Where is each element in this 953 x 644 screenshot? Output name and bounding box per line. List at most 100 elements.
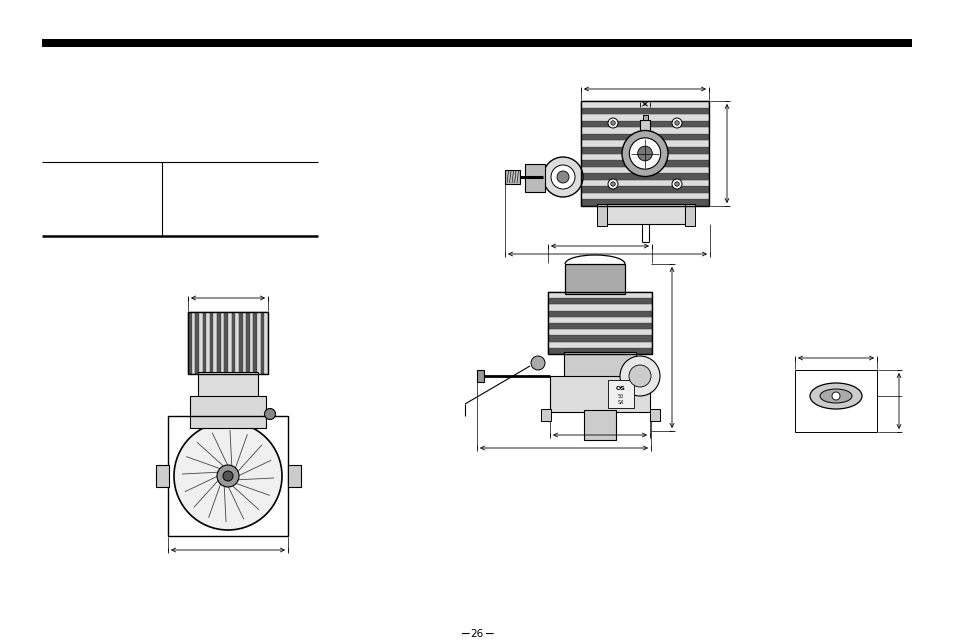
Bar bbox=[580, 180, 708, 186]
Bar bbox=[188, 312, 268, 374]
Bar bbox=[232, 312, 235, 374]
Bar bbox=[580, 108, 708, 114]
Bar bbox=[190, 396, 266, 428]
Bar bbox=[580, 101, 708, 206]
Ellipse shape bbox=[809, 383, 862, 409]
Bar bbox=[288, 465, 301, 487]
Circle shape bbox=[610, 182, 615, 186]
Bar bbox=[260, 312, 264, 374]
Bar bbox=[580, 193, 708, 200]
Bar bbox=[250, 312, 253, 374]
Bar bbox=[198, 372, 257, 399]
Bar bbox=[199, 312, 202, 374]
Bar bbox=[213, 312, 217, 374]
Bar bbox=[188, 312, 192, 374]
Text: 26: 26 bbox=[470, 629, 483, 639]
Text: 50: 50 bbox=[618, 395, 623, 399]
Circle shape bbox=[831, 392, 840, 400]
Circle shape bbox=[674, 121, 679, 125]
Bar bbox=[156, 465, 169, 487]
Circle shape bbox=[551, 165, 575, 189]
Bar bbox=[206, 312, 210, 374]
Bar bbox=[220, 312, 224, 374]
Circle shape bbox=[607, 118, 618, 128]
Bar bbox=[550, 376, 649, 412]
Bar bbox=[253, 312, 256, 374]
Bar bbox=[256, 312, 260, 374]
Bar bbox=[504, 170, 519, 184]
Bar bbox=[476, 370, 483, 382]
Bar bbox=[607, 380, 634, 408]
Bar bbox=[242, 312, 246, 374]
Circle shape bbox=[542, 157, 582, 197]
Bar bbox=[580, 200, 708, 206]
Bar bbox=[547, 310, 651, 317]
Bar bbox=[547, 298, 651, 305]
Circle shape bbox=[557, 171, 568, 183]
Bar bbox=[580, 134, 708, 140]
Circle shape bbox=[264, 408, 275, 419]
Circle shape bbox=[619, 356, 659, 396]
Circle shape bbox=[629, 138, 659, 169]
Bar bbox=[235, 312, 238, 374]
Bar bbox=[228, 312, 232, 374]
Text: OS: OS bbox=[616, 386, 625, 390]
Bar bbox=[580, 147, 708, 153]
Bar bbox=[547, 292, 651, 298]
Circle shape bbox=[531, 356, 544, 370]
Bar bbox=[547, 348, 651, 354]
Bar bbox=[580, 120, 708, 128]
Bar bbox=[224, 312, 228, 374]
Circle shape bbox=[637, 146, 652, 161]
Bar bbox=[580, 114, 708, 120]
Bar bbox=[42, 39, 911, 47]
Circle shape bbox=[671, 179, 681, 189]
Bar bbox=[547, 305, 651, 310]
Bar bbox=[524, 164, 544, 192]
Circle shape bbox=[173, 422, 282, 530]
Text: ─: ─ bbox=[485, 627, 493, 641]
Bar bbox=[649, 409, 659, 421]
Bar bbox=[639, 120, 649, 134]
Bar bbox=[597, 204, 606, 226]
Bar bbox=[580, 128, 708, 134]
Bar bbox=[238, 312, 242, 374]
Bar bbox=[580, 160, 708, 167]
Circle shape bbox=[216, 465, 239, 487]
Bar bbox=[547, 317, 651, 323]
Circle shape bbox=[628, 365, 650, 387]
Bar bbox=[547, 341, 651, 348]
Circle shape bbox=[671, 118, 681, 128]
Bar bbox=[684, 204, 695, 226]
Ellipse shape bbox=[820, 389, 851, 403]
Text: SX: SX bbox=[618, 401, 623, 406]
Bar bbox=[192, 312, 195, 374]
Text: ─: ─ bbox=[460, 627, 468, 641]
Bar bbox=[547, 292, 651, 354]
Bar bbox=[547, 329, 651, 336]
Bar bbox=[264, 312, 268, 374]
Bar bbox=[580, 101, 708, 108]
Circle shape bbox=[621, 131, 667, 176]
Bar bbox=[564, 264, 624, 294]
Bar bbox=[794, 370, 876, 432]
Bar bbox=[580, 186, 708, 193]
Bar bbox=[583, 410, 616, 440]
Bar bbox=[540, 409, 551, 421]
Circle shape bbox=[607, 179, 618, 189]
Bar bbox=[580, 173, 708, 180]
Bar bbox=[604, 204, 684, 224]
Circle shape bbox=[223, 471, 233, 481]
Bar bbox=[210, 312, 213, 374]
Bar bbox=[563, 352, 636, 378]
Bar bbox=[580, 140, 708, 147]
Bar bbox=[580, 167, 708, 173]
Bar bbox=[547, 336, 651, 341]
Bar bbox=[195, 312, 199, 374]
Bar bbox=[202, 312, 206, 374]
Bar bbox=[168, 416, 288, 536]
Bar bbox=[246, 312, 250, 374]
Circle shape bbox=[610, 121, 615, 125]
Bar bbox=[580, 153, 708, 160]
Bar bbox=[641, 115, 647, 120]
